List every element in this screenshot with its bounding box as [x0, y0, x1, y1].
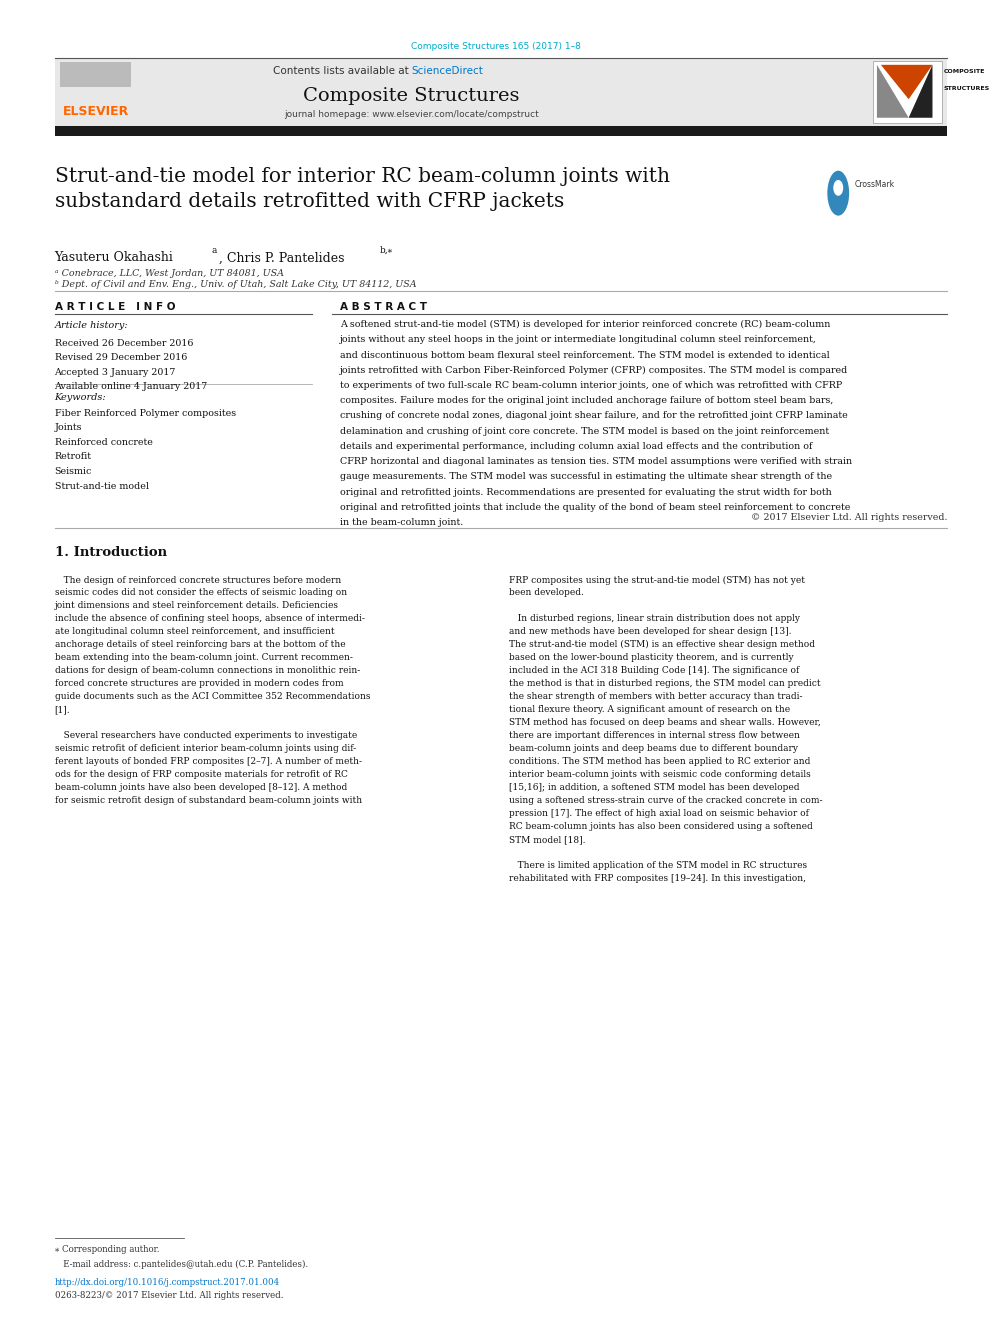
Text: Several researchers have conducted experiments to investigate: Several researchers have conducted exper… [55, 732, 357, 740]
Text: ate longitudinal column steel reinforcement, and insufficient: ate longitudinal column steel reinforcem… [55, 627, 334, 636]
Text: forced concrete structures are provided in modern codes from: forced concrete structures are provided … [55, 679, 343, 688]
Text: the shear strength of members with better accuracy than tradi-: the shear strength of members with bette… [509, 692, 803, 701]
Text: Strut-and-tie model: Strut-and-tie model [55, 482, 149, 491]
Text: anchorage details of steel reinforcing bars at the bottom of the: anchorage details of steel reinforcing b… [55, 640, 345, 650]
Text: journal homepage: www.elsevier.com/locate/compstruct: journal homepage: www.elsevier.com/locat… [285, 110, 539, 119]
Text: seismic retrofit of deficient interior beam-column joints using dif-: seismic retrofit of deficient interior b… [55, 744, 356, 753]
Text: joints without any steel hoops in the joint or intermediate longitudinal column : joints without any steel hoops in the jo… [340, 335, 817, 344]
Text: Contents lists available at: Contents lists available at [273, 66, 412, 77]
Text: Composite Structures: Composite Structures [304, 87, 520, 106]
Text: interior beam-column joints with seismic code conforming details: interior beam-column joints with seismic… [509, 770, 810, 779]
Text: A R T I C L E   I N F O: A R T I C L E I N F O [55, 302, 175, 312]
Text: tional flexure theory. A significant amount of research on the: tional flexure theory. A significant amo… [509, 705, 790, 714]
Text: The design of reinforced concrete structures before modern: The design of reinforced concrete struct… [55, 576, 341, 585]
Text: Available online 4 January 2017: Available online 4 January 2017 [55, 382, 207, 392]
Polygon shape [909, 65, 932, 118]
Text: using a softened stress-strain curve of the cracked concrete in com-: using a softened stress-strain curve of … [509, 796, 822, 804]
Text: STRUCTURES: STRUCTURES [943, 86, 990, 91]
Text: A softened strut-and-tie model (STM) is developed for interior reinforced concre: A softened strut-and-tie model (STM) is … [340, 320, 830, 329]
Text: ods for the design of FRP composite materials for retrofit of RC: ods for the design of FRP composite mate… [55, 770, 347, 779]
Text: included in the ACI 318 Building Code [14]. The significance of: included in the ACI 318 Building Code [1… [509, 667, 800, 675]
Text: a: a [211, 246, 216, 255]
Text: Seismic: Seismic [55, 467, 92, 476]
Text: original and retrofitted joints. Recommendations are presented for evaluating th: original and retrofitted joints. Recomme… [340, 488, 832, 496]
Text: b,⁎: b,⁎ [380, 246, 393, 255]
Bar [55, 126, 947, 136]
Text: STM model [18].: STM model [18]. [509, 835, 585, 844]
Text: Strut-and-tie model for interior RC beam-column joints with
substandard details : Strut-and-tie model for interior RC beam… [55, 167, 670, 210]
Text: and discontinuous bottom beam flexural steel reinforcement. The STM model is ext: and discontinuous bottom beam flexural s… [340, 351, 830, 360]
Text: joint dimensions and steel reinforcement details. Deficiencies: joint dimensions and steel reinforcement… [55, 602, 338, 610]
Text: pression [17]. The effect of high axial load on seismic behavior of: pression [17]. The effect of high axial … [509, 808, 808, 818]
Text: ᵇ Dept. of Civil and Env. Eng., Univ. of Utah, Salt Lake City, UT 84112, USA: ᵇ Dept. of Civil and Env. Eng., Univ. of… [55, 280, 417, 290]
Text: RC beam-column joints has also been considered using a softened: RC beam-column joints has also been cons… [509, 822, 812, 831]
Text: delamination and crushing of joint core concrete. The STM model is based on the : delamination and crushing of joint core … [340, 426, 829, 435]
Text: to experiments of two full-scale RC beam-column interior joints, one of which wa: to experiments of two full-scale RC beam… [340, 381, 842, 390]
Text: The strut-and-tie model (STM) is an effective shear design method: The strut-and-tie model (STM) is an effe… [509, 640, 814, 650]
Text: Composite Structures 165 (2017) 1–8: Composite Structures 165 (2017) 1–8 [411, 42, 581, 52]
Text: ScienceDirect: ScienceDirect [412, 66, 483, 77]
Text: guide documents such as the ACI Committee 352 Recommendations: guide documents such as the ACI Committe… [55, 692, 370, 701]
Text: E-mail address: c.pantelides@utah.edu (C.P. Pantelides).: E-mail address: c.pantelides@utah.edu (C… [55, 1259, 308, 1269]
Text: ELSEVIER: ELSEVIER [62, 105, 129, 118]
Text: Reinforced concrete: Reinforced concrete [55, 438, 153, 447]
Text: [1].: [1]. [55, 705, 70, 714]
Text: rehabilitated with FRP composites [19–24]. In this investigation,: rehabilitated with FRP composites [19–24… [509, 873, 806, 882]
Text: There is limited application of the STM model in RC structures: There is limited application of the STM … [509, 861, 807, 869]
Text: dations for design of beam-column connections in monolithic rein-: dations for design of beam-column connec… [55, 667, 360, 675]
Text: beam extending into the beam-column joint. Current recommen-: beam extending into the beam-column join… [55, 654, 352, 663]
Ellipse shape [833, 180, 843, 196]
Bar [60, 62, 131, 87]
Polygon shape [881, 65, 932, 99]
Text: CFRP horizontal and diagonal laminates as tension ties. STM model assumptions we: CFRP horizontal and diagonal laminates a… [340, 458, 852, 466]
Text: [15,16]; in addition, a softened STM model has been developed: [15,16]; in addition, a softened STM mod… [509, 783, 800, 792]
Text: composites. Failure modes for the original joint included anchorage failure of b: composites. Failure modes for the origin… [340, 396, 833, 405]
Text: , Chris P. Pantelides: , Chris P. Pantelides [219, 251, 345, 265]
Text: 0263-8223/© 2017 Elsevier Ltd. All rights reserved.: 0263-8223/© 2017 Elsevier Ltd. All right… [55, 1291, 283, 1301]
Text: Joints: Joints [55, 423, 82, 433]
Text: Accepted 3 January 2017: Accepted 3 January 2017 [55, 368, 176, 377]
Text: Article history:: Article history: [55, 321, 128, 331]
Text: ⁎ Corresponding author.: ⁎ Corresponding author. [55, 1245, 159, 1254]
Text: in the beam-column joint.: in the beam-column joint. [340, 517, 463, 527]
Text: ferent layouts of bonded FRP composites [2–7]. A number of meth-: ferent layouts of bonded FRP composites … [55, 757, 361, 766]
Bar [55, 58, 947, 126]
Text: for seismic retrofit design of substandard beam-column joints with: for seismic retrofit design of substanda… [55, 796, 362, 804]
Text: Received 26 December 2016: Received 26 December 2016 [55, 339, 193, 348]
Text: details and experimental performance, including column axial load effects and th: details and experimental performance, in… [340, 442, 812, 451]
Text: include the absence of confining steel hoops, absence of intermedi-: include the absence of confining steel h… [55, 614, 364, 623]
Text: beam-column joints and deep beams due to different boundary: beam-column joints and deep beams due to… [509, 744, 798, 753]
Text: and new methods have been developed for shear design [13].: and new methods have been developed for … [509, 627, 792, 636]
Text: conditions. The STM method has been applied to RC exterior and: conditions. The STM method has been appl… [509, 757, 810, 766]
Text: Keywords:: Keywords: [55, 393, 106, 402]
Text: gauge measurements. The STM model was successful in estimating the ultimate shea: gauge measurements. The STM model was su… [340, 472, 832, 482]
Text: ᵃ Conebrace, LLC, West Jordan, UT 84081, USA: ᵃ Conebrace, LLC, West Jordan, UT 84081,… [55, 269, 284, 278]
Text: the method is that in disturbed regions, the STM model can predict: the method is that in disturbed regions,… [509, 679, 820, 688]
Text: Revised 29 December 2016: Revised 29 December 2016 [55, 353, 186, 363]
Text: © 2017 Elsevier Ltd. All rights reserved.: © 2017 Elsevier Ltd. All rights reserved… [751, 513, 947, 523]
Text: 1. Introduction: 1. Introduction [55, 546, 167, 560]
Text: CrossMark: CrossMark [855, 180, 895, 189]
Ellipse shape [827, 171, 849, 216]
Text: seismic codes did not consider the effects of seismic loading on: seismic codes did not consider the effec… [55, 589, 346, 598]
Text: original and retrofitted joints that include the quality of the bond of beam ste: original and retrofitted joints that inc… [340, 503, 850, 512]
Text: there are important differences in internal stress flow between: there are important differences in inter… [509, 732, 800, 740]
Text: crushing of concrete nodal zones, diagonal joint shear failure, and for the retr: crushing of concrete nodal zones, diagon… [340, 411, 848, 421]
Text: A B S T R A C T: A B S T R A C T [340, 302, 428, 312]
Text: Yasuteru Okahashi: Yasuteru Okahashi [55, 251, 174, 265]
Text: joints retrofitted with Carbon Fiber-Reinforced Polymer (CFRP) composites. The S: joints retrofitted with Carbon Fiber-Rei… [340, 365, 848, 374]
Text: Fiber Reinforced Polymer composites: Fiber Reinforced Polymer composites [55, 409, 236, 418]
Text: beam-column joints have also been developed [8–12]. A method: beam-column joints have also been develo… [55, 783, 347, 792]
Text: Retrofit: Retrofit [55, 452, 91, 462]
Text: http://dx.doi.org/10.1016/j.compstruct.2017.01.004: http://dx.doi.org/10.1016/j.compstruct.2… [55, 1278, 280, 1287]
Text: been developed.: been developed. [509, 589, 583, 598]
Text: In disturbed regions, linear strain distribution does not apply: In disturbed regions, linear strain dist… [509, 614, 800, 623]
Polygon shape [877, 65, 909, 118]
Text: STM method has focused on deep beams and shear walls. However,: STM method has focused on deep beams and… [509, 718, 820, 728]
Bar [873, 61, 942, 123]
Text: COMPOSITE: COMPOSITE [943, 69, 985, 74]
Text: based on the lower-bound plasticity theorem, and is currently: based on the lower-bound plasticity theo… [509, 654, 794, 663]
Text: FRP composites using the strut-and-tie model (STM) has not yet: FRP composites using the strut-and-tie m… [509, 576, 805, 585]
